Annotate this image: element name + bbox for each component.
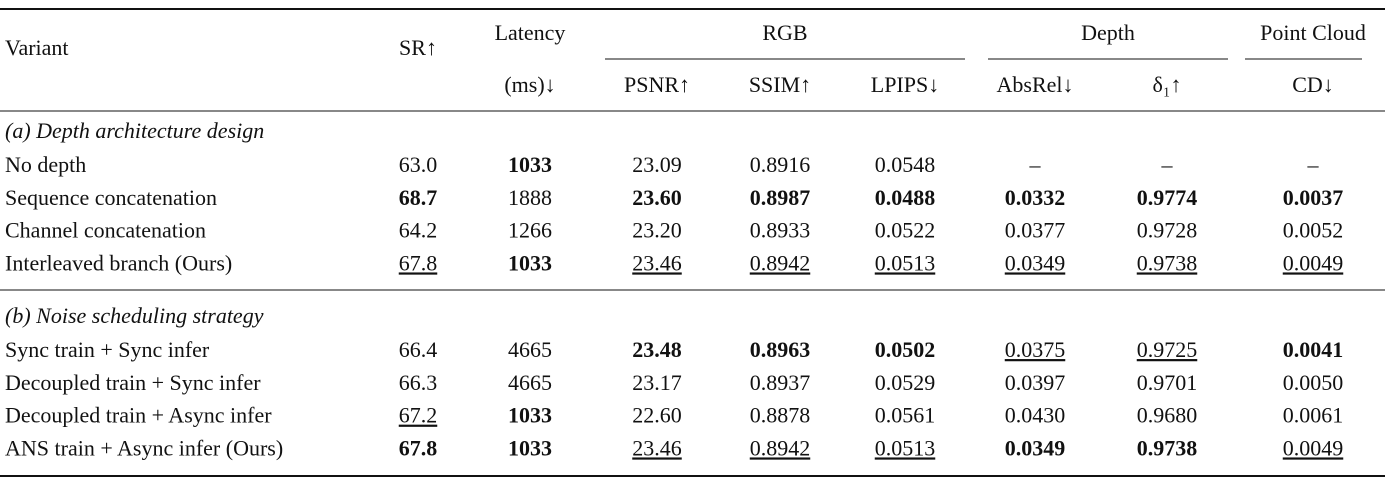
cell: 0.9728 — [1137, 218, 1198, 243]
cell: 23.60 — [632, 185, 682, 210]
row-label: No depth — [5, 152, 86, 177]
cell: 23.09 — [632, 152, 682, 177]
header-cell: LPIPS↓ — [871, 72, 939, 97]
row-label: Sync train + Sync infer — [5, 337, 210, 362]
cell: 1266 — [508, 218, 552, 243]
cell: 0.9774 — [1137, 185, 1198, 210]
section-title: (b) Noise scheduling strategy — [5, 303, 264, 328]
cell: – — [1029, 152, 1042, 177]
cell: 0.0488 — [875, 185, 936, 210]
row-label: ANS train + Async infer (Ours) — [5, 435, 283, 460]
row-label: Interleaved branch (Ours) — [5, 250, 232, 275]
cell: 23.20 — [632, 218, 682, 243]
cell: 68.7 — [399, 185, 438, 210]
cell: 1888 — [508, 185, 552, 210]
row-label: Channel concatenation — [5, 218, 206, 243]
cell: 4665 — [508, 370, 552, 395]
cell: 0.8963 — [750, 337, 811, 362]
cell: 0.0050 — [1283, 370, 1344, 395]
cell: 0.0502 — [875, 337, 936, 362]
cell: 1033 — [508, 250, 552, 275]
header-cell: Latency — [495, 20, 566, 45]
cell: 0.0375 — [1005, 337, 1066, 362]
header-cell: SSIM↑ — [749, 72, 811, 97]
cell: 0.8937 — [750, 370, 811, 395]
cell: 0.0049 — [1283, 435, 1344, 460]
cell: 64.2 — [399, 218, 438, 243]
cell: 0.0041 — [1283, 337, 1344, 362]
cell: 1033 — [508, 435, 552, 460]
cell: 0.8942 — [750, 435, 811, 460]
cell: 0.0052 — [1283, 218, 1344, 243]
header-cell: SR↑ — [399, 35, 437, 60]
cell: 1033 — [508, 152, 552, 177]
section-title: (a) Depth architecture design — [5, 118, 264, 143]
cell: 0.8933 — [750, 218, 811, 243]
header-cell: AbsRel↓ — [997, 72, 1074, 97]
cell: 0.0513 — [875, 250, 936, 275]
cell: 0.9738 — [1137, 435, 1198, 460]
cell: 0.0349 — [1005, 250, 1066, 275]
cell: – — [1161, 152, 1174, 177]
cell: 0.0377 — [1005, 218, 1066, 243]
cell: 23.17 — [632, 370, 682, 395]
cell: 0.0430 — [1005, 403, 1066, 428]
row-label: Sequence concatenation — [5, 185, 217, 210]
header-cell: (ms)↓ — [504, 72, 555, 97]
cell: 23.48 — [632, 337, 682, 362]
cell: 67.8 — [399, 435, 438, 460]
cell: 66.4 — [399, 337, 438, 362]
cell: 0.0529 — [875, 370, 936, 395]
cell: 63.0 — [399, 152, 438, 177]
group-header: RGB — [762, 20, 807, 45]
cell: 67.8 — [399, 250, 438, 275]
group-header: Depth — [1081, 20, 1135, 45]
cell: 0.0349 — [1005, 435, 1066, 460]
cell: 0.8916 — [750, 152, 811, 177]
cell: 0.0397 — [1005, 370, 1066, 395]
row-label: Decoupled train + Sync infer — [5, 370, 261, 395]
cell: 0.0522 — [875, 218, 936, 243]
cell: 0.0561 — [875, 403, 936, 428]
header-cell: Variant — [5, 35, 69, 60]
cell: 0.0061 — [1283, 403, 1344, 428]
header-cell: δ₁↑ — [1152, 72, 1181, 97]
cell: 0.0049 — [1283, 250, 1344, 275]
cell: 67.2 — [399, 403, 438, 428]
cell: 0.0332 — [1005, 185, 1066, 210]
cell: 0.9725 — [1137, 337, 1198, 362]
header-cell: CD↓ — [1292, 72, 1334, 97]
cell: 23.46 — [632, 250, 682, 275]
cell: 0.9701 — [1137, 370, 1198, 395]
cell: 0.8878 — [750, 403, 811, 428]
cell: 66.3 — [399, 370, 438, 395]
cell: – — [1307, 152, 1320, 177]
cell: 1033 — [508, 403, 552, 428]
cell: 22.60 — [632, 403, 682, 428]
row-label: Decoupled train + Async infer — [5, 403, 272, 428]
header-cell: PSNR↑ — [624, 72, 690, 97]
cell: 0.8987 — [750, 185, 811, 210]
cell: 0.0513 — [875, 435, 936, 460]
cell: 0.9738 — [1137, 250, 1198, 275]
cell: 0.8942 — [750, 250, 811, 275]
cell: 0.9680 — [1137, 403, 1198, 428]
cell: 4665 — [508, 337, 552, 362]
cell: 0.0037 — [1283, 185, 1344, 210]
cell: 0.0548 — [875, 152, 936, 177]
group-header: Point Cloud — [1260, 20, 1366, 45]
cell: 23.46 — [632, 435, 682, 460]
